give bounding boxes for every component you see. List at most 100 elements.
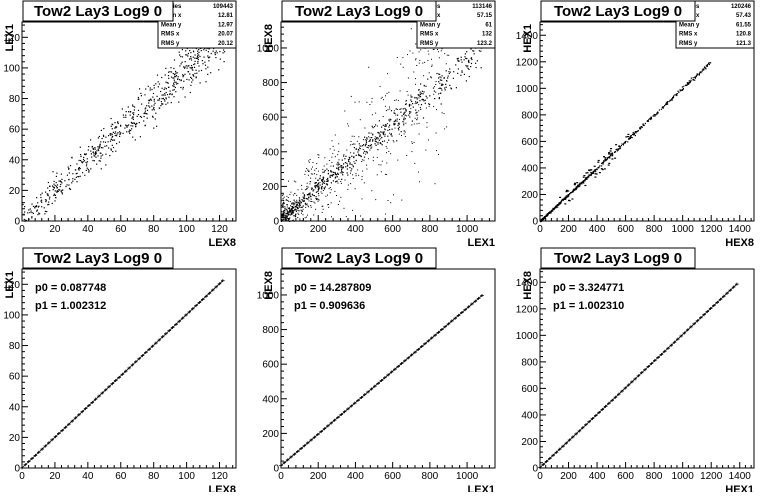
data-point [334, 156, 336, 158]
data-point [90, 168, 92, 170]
x-tick-label: 1000 [672, 224, 695, 235]
data-point [36, 205, 38, 207]
data-point [287, 199, 289, 201]
data-point [353, 157, 355, 159]
data-point [47, 181, 49, 184]
data-point [386, 92, 388, 94]
data-point [342, 171, 344, 173]
data-point [389, 106, 390, 108]
data-point [104, 141, 107, 143]
data-point [283, 214, 285, 216]
data-point [418, 104, 420, 106]
data-point [439, 76, 441, 78]
data-point [75, 173, 77, 175]
data-point [286, 211, 289, 213]
data-point [644, 122, 646, 125]
data-point [203, 56, 205, 58]
data-point [76, 172, 78, 174]
data-point [342, 167, 344, 169]
data-point [292, 207, 294, 209]
data-point [184, 61, 186, 63]
data-point [385, 95, 386, 97]
data-point [568, 193, 570, 196]
data-point [371, 137, 373, 139]
data-point [61, 191, 63, 194]
data-point [585, 178, 587, 180]
data-point [671, 99, 673, 101]
data-point [79, 167, 81, 170]
y-tick-label: 1200 [516, 57, 539, 68]
data-point [668, 101, 670, 103]
data-point [174, 81, 176, 83]
data-point [567, 190, 570, 192]
data-point [386, 147, 388, 149]
data-point [44, 213, 46, 215]
data-point [403, 122, 405, 124]
data-point [340, 182, 342, 184]
data-point [309, 194, 311, 196]
data-point [61, 189, 63, 191]
data-point [317, 183, 319, 185]
x-tick-label: 100 [178, 224, 195, 235]
data-point [441, 89, 443, 91]
data-point [78, 176, 80, 178]
data-point [410, 94, 412, 96]
data-point [365, 141, 368, 143]
data-point [119, 131, 121, 133]
data-point [398, 133, 400, 135]
data-point [540, 220, 543, 222]
data-point [288, 218, 290, 220]
data-point [683, 85, 685, 87]
data-point [299, 220, 301, 222]
data-point [398, 126, 400, 128]
data-point [376, 174, 378, 176]
y-tick-label: 600 [521, 137, 538, 148]
data-point [30, 210, 32, 212]
data-point [361, 198, 363, 200]
data-point [446, 54, 448, 56]
data-point [180, 86, 182, 89]
data-point [572, 190, 574, 192]
data-point [323, 182, 325, 184]
data-point [286, 206, 288, 208]
data-point [411, 96, 413, 98]
data-point [140, 116, 143, 118]
data-point [366, 164, 368, 166]
data-point [358, 150, 360, 152]
data-point [635, 132, 637, 134]
data-point [363, 156, 366, 158]
data-point [310, 195, 312, 198]
data-point [540, 220, 542, 223]
data-point [338, 178, 340, 180]
data-point [622, 143, 624, 146]
data-point [299, 220, 301, 222]
data-point [588, 175, 590, 177]
data-point [418, 51, 420, 53]
data-point [438, 93, 439, 95]
data-point [29, 212, 31, 214]
data-point [350, 183, 352, 185]
data-point [674, 94, 676, 96]
data-point [317, 189, 319, 191]
data-point [328, 160, 330, 161]
data-point [104, 145, 106, 147]
data-point [294, 203, 296, 205]
stats-value: 57.15 [477, 13, 493, 19]
data-point [327, 180, 329, 182]
data-point [560, 202, 562, 204]
data-point [411, 100, 413, 103]
data-point [282, 203, 284, 205]
x-axis-title: LEX8 [208, 237, 236, 249]
data-point [435, 84, 437, 85]
data-point [445, 83, 447, 85]
data-point [422, 117, 425, 119]
data-point [420, 108, 422, 110]
data-point [475, 62, 477, 64]
data-point [304, 195, 306, 197]
data-point [133, 114, 135, 116]
y-tick-label: 100 [3, 63, 20, 74]
data-point [386, 142, 388, 144]
data-point [698, 73, 700, 75]
data-point [85, 161, 87, 163]
data-point [341, 159, 343, 161]
